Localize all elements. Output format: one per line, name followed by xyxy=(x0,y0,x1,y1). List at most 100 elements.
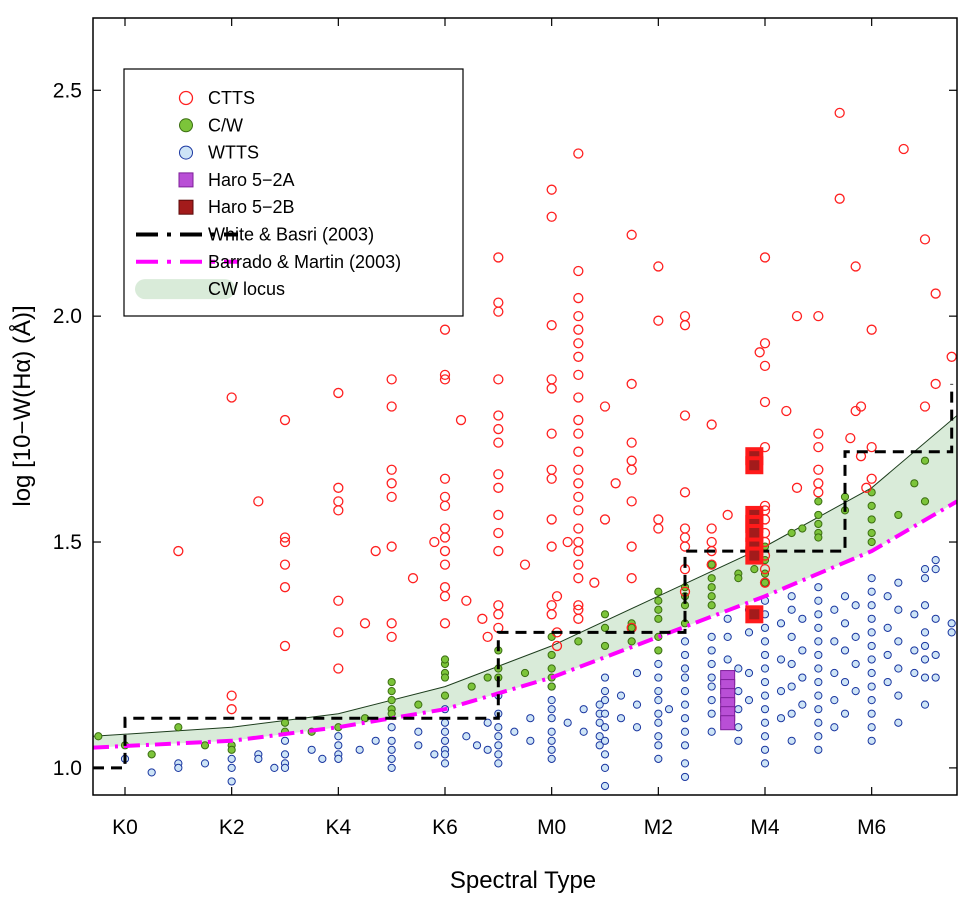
ctts-point xyxy=(759,500,771,512)
wtts-point xyxy=(851,659,860,669)
wtts-point xyxy=(723,655,732,664)
wtts-point xyxy=(830,696,839,705)
cw-point xyxy=(174,723,183,732)
wtts-point xyxy=(776,686,786,696)
legend-square-marker xyxy=(178,172,194,188)
wtts-point xyxy=(867,696,876,705)
cw-point xyxy=(910,479,919,488)
wtts-point xyxy=(814,705,823,714)
ctts-point xyxy=(866,473,877,484)
ctts-point xyxy=(546,428,557,439)
wtts-point xyxy=(483,745,492,754)
wtts-point xyxy=(776,619,786,628)
ctts-point xyxy=(439,500,451,512)
wtts-point xyxy=(798,673,807,682)
wtts-point xyxy=(547,727,556,736)
wtts-point xyxy=(734,664,743,673)
x-axis-label: Spectral Type xyxy=(450,867,596,894)
ctts-point xyxy=(626,541,637,552)
cw-point xyxy=(547,664,556,673)
wtts-point xyxy=(947,619,956,628)
wtts-point xyxy=(440,750,450,759)
wtts-point xyxy=(483,718,492,727)
wtts-point xyxy=(814,623,823,632)
wtts-point xyxy=(494,759,503,768)
wtts-point xyxy=(867,641,876,651)
ctts-point xyxy=(333,505,344,516)
ctts-point xyxy=(679,532,691,543)
wtts-point xyxy=(227,777,236,786)
wtts-point xyxy=(355,745,364,754)
wtts-point xyxy=(600,709,610,718)
wtts-point xyxy=(867,628,876,637)
cw-point xyxy=(750,565,759,574)
cw-point xyxy=(600,610,610,619)
wtts-point xyxy=(867,736,876,745)
wtts-point xyxy=(894,605,903,614)
ctts-point xyxy=(573,613,584,624)
ctts-point xyxy=(477,613,488,624)
ctts-point xyxy=(493,374,504,385)
wtts-point xyxy=(600,763,610,772)
ctts-point xyxy=(573,491,584,502)
ctts-point xyxy=(653,315,664,326)
wtts-point xyxy=(387,723,396,732)
wtts-point xyxy=(654,686,663,696)
wtts-point xyxy=(734,705,743,714)
ctts-point xyxy=(573,600,584,611)
wtts-point xyxy=(318,754,327,763)
wtts-point xyxy=(680,700,690,709)
cw-point xyxy=(920,497,930,506)
wtts-point xyxy=(798,646,807,655)
ctts-point xyxy=(861,482,872,493)
wtts-point xyxy=(563,718,572,727)
haro-5-2b-point xyxy=(745,605,764,624)
ctts-point xyxy=(610,478,621,489)
ctts-point xyxy=(279,536,291,548)
ctts-point xyxy=(781,405,792,417)
ctts-point xyxy=(866,442,877,453)
wtts-point xyxy=(851,601,860,610)
ctts-point xyxy=(562,536,573,548)
ctts-point xyxy=(253,496,264,507)
ctts-point xyxy=(813,487,824,498)
ctts-point xyxy=(546,184,557,195)
wtts-point xyxy=(744,668,754,678)
cw-point xyxy=(387,677,396,687)
wtts-point xyxy=(744,696,754,705)
ctts-point xyxy=(679,320,691,331)
wtts-point xyxy=(707,632,716,641)
legend-entry-label: Haro 5−2B xyxy=(208,197,295,217)
ctts-point xyxy=(573,573,584,584)
wtts-point xyxy=(414,727,423,736)
ctts-point xyxy=(546,514,557,525)
wtts-point xyxy=(510,727,519,736)
ctts-point xyxy=(759,252,771,263)
wtts-point xyxy=(760,759,770,768)
ctts-point xyxy=(855,401,867,412)
x-tick-label: K6 xyxy=(432,816,458,839)
wtts-point xyxy=(867,601,876,610)
legend-entry-label: Barrado & Martin (2003) xyxy=(208,252,401,272)
cw-point xyxy=(867,537,876,547)
legend-entry-label: CW locus xyxy=(208,279,285,299)
wtts-point xyxy=(883,650,892,660)
ctts-point xyxy=(226,392,237,403)
legend: CTTS C/W WTTS Haro 5−2A Haro 5−2B White & Bas… xyxy=(123,68,464,317)
wtts-point xyxy=(600,696,610,705)
ctts-point xyxy=(679,541,691,552)
wtts-point xyxy=(707,727,716,736)
ctts-point xyxy=(706,523,717,534)
cw-point xyxy=(654,646,663,655)
ctts-point xyxy=(370,545,381,557)
wtts-point xyxy=(680,714,690,723)
ctts-point xyxy=(493,410,504,421)
ctts-point xyxy=(461,595,472,606)
wtts-point xyxy=(654,741,663,750)
wtts-point xyxy=(883,623,892,632)
cw-point xyxy=(467,682,476,691)
cw-point xyxy=(814,519,823,529)
wtts-point xyxy=(526,714,535,723)
ctts-point xyxy=(279,559,291,570)
ctts-point xyxy=(679,523,691,534)
